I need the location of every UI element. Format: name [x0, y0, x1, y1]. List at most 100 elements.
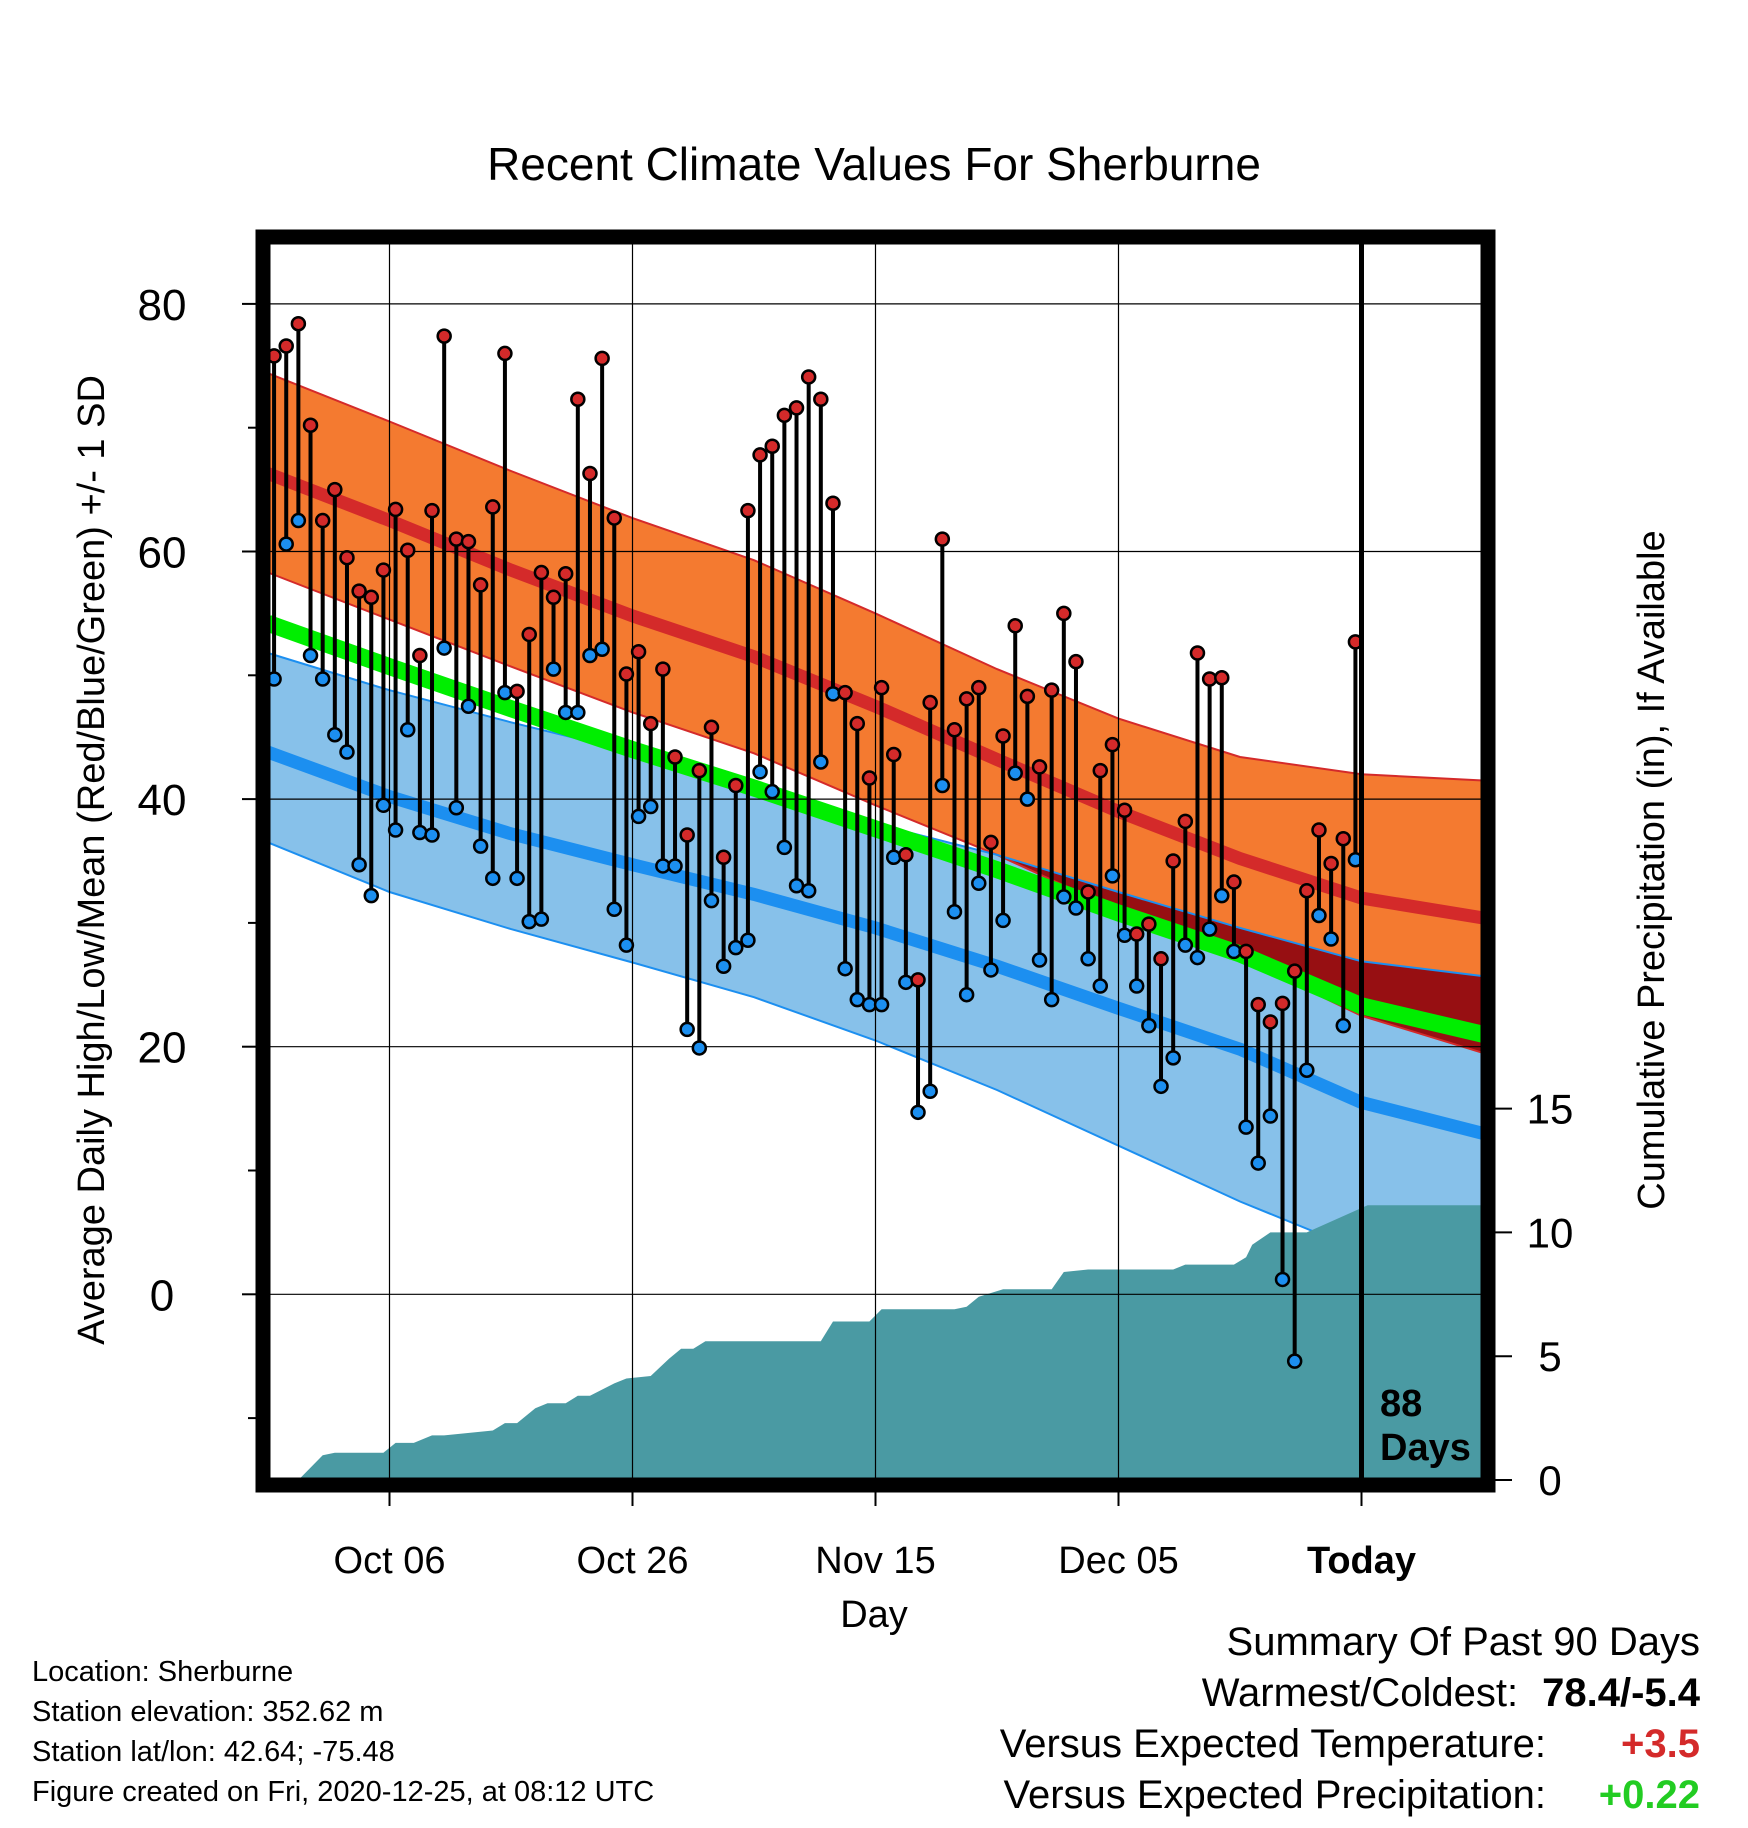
high-temp-point: [290, 315, 307, 332]
high-temp-point: [375, 562, 392, 578]
low-temp-point: [1201, 921, 1218, 937]
high-temp-point: [521, 626, 537, 643]
high-temp-point: [497, 345, 513, 362]
low-temp-point: [873, 996, 890, 1013]
high-temp-point: [339, 549, 355, 566]
right-tick-label: 5: [1538, 1333, 1561, 1380]
low-temp-point: [582, 647, 598, 664]
warmest-coldest-row: Warmest/Coldest: 78.4/-5.4: [1000, 1668, 1700, 1719]
high-temp-point: [995, 728, 1011, 744]
low-temp-point: [910, 1104, 926, 1121]
low-temp-point: [740, 932, 756, 948]
low-temp-point: [679, 1021, 695, 1038]
low-temp-point: [752, 764, 768, 780]
high-temp-point: [788, 400, 805, 416]
low-temp-point: [1043, 991, 1060, 1008]
high-temp-point: [533, 564, 550, 581]
low-temp-point: [837, 960, 853, 977]
low-temp-point: [667, 858, 683, 874]
low-temp-point: [618, 937, 635, 953]
days-count-label: 88: [1380, 1383, 1422, 1425]
high-temp-point: [606, 510, 623, 526]
low-temp-point: [995, 912, 1011, 929]
high-temp-point: [302, 417, 319, 433]
high-temp-point: [1311, 822, 1327, 838]
low-temp-point: [1250, 1155, 1266, 1171]
high-temp-point: [618, 666, 635, 682]
low-temp-point: [898, 974, 914, 991]
low-temp-point: [1323, 931, 1339, 947]
left-tick-label: 0: [150, 1271, 174, 1320]
high-temp-point: [971, 679, 987, 696]
x-axis-label: Day: [840, 1594, 908, 1636]
low-temp-point: [642, 798, 659, 815]
high-temp-point: [424, 502, 440, 519]
high-temp-point: [1274, 995, 1291, 1012]
high-temp-point: [825, 495, 841, 511]
high-temp-point: [327, 481, 343, 498]
low-temp-point: [1068, 900, 1084, 916]
high-temp-point: [1335, 830, 1352, 847]
high-temp-point: [1092, 762, 1109, 779]
high-temp-point: [557, 566, 574, 582]
high-temp-point: [715, 849, 732, 866]
high-temp-point: [399, 542, 416, 559]
low-temp-point: [545, 661, 562, 677]
low-temp-point: [594, 641, 610, 658]
low-temp-point: [436, 640, 452, 656]
high-temp-point: [813, 391, 829, 407]
low-temp-point: [715, 958, 732, 974]
grid-lines: [268, 242, 1483, 1480]
high-temp-point: [1214, 670, 1230, 686]
low-temp-point: [946, 904, 963, 920]
high-temp-point: [1128, 926, 1145, 942]
low-temp-point: [1092, 978, 1109, 994]
low-temp-point: [728, 939, 744, 956]
chart-title: Recent Climate Values For Sherburne: [487, 138, 1261, 190]
right-tick-label: 0: [1538, 1457, 1561, 1504]
left-axis-label: Average Daily High/Low/Mean (Red/Blue/Gr…: [71, 375, 113, 1345]
low-temp-point: [764, 783, 780, 800]
elevation-text: Station elevation: 352.62 m: [32, 1696, 384, 1728]
high-temp-point: [412, 647, 428, 664]
high-temp-point: [1323, 855, 1339, 872]
high-temp-point: [1080, 884, 1096, 900]
right-axis-label: Cumulative Precipitation (in), If Availa…: [1631, 530, 1673, 1209]
high-temp-point: [849, 715, 866, 732]
precipitation-anomaly-value: +0.22: [1598, 1773, 1700, 1817]
low-temp-point: [1299, 1062, 1315, 1078]
low-temp-point: [813, 754, 829, 770]
high-temp-point: [509, 683, 525, 700]
high-temp-point: [740, 502, 756, 519]
low-temp-point: [1335, 1017, 1352, 1034]
today-marker: 88 Days: [1359, 242, 1471, 1480]
low-temp-point: [1165, 1050, 1181, 1066]
low-temp-point: [412, 824, 428, 841]
high-temp-point: [946, 722, 963, 738]
temperature-anomaly-label: Versus Expected Temperature:: [999, 1722, 1546, 1766]
low-temp-point: [339, 744, 355, 760]
high-temp-point: [679, 827, 695, 843]
left-tick-label: 60: [138, 529, 187, 578]
high-temp-point: [387, 501, 404, 518]
high-temp-point: [594, 350, 610, 367]
x-tick-label: Oct 06: [334, 1540, 446, 1582]
low-temp-point: [302, 647, 319, 664]
high-temp-point: [1116, 802, 1133, 818]
low-temp-point: [1238, 1119, 1254, 1135]
low-temp-point: [509, 870, 525, 887]
high-temp-point: [1019, 688, 1036, 705]
high-temp-point: [1043, 682, 1060, 698]
location-text: Location: Sherburne: [32, 1656, 294, 1688]
high-temp-point: [837, 684, 853, 701]
high-temp-point: [1056, 605, 1072, 622]
plot-frame: [255, 229, 1496, 1493]
precipitation-anomaly-row: Versus Expected Precipitation: +0.22: [1000, 1770, 1700, 1821]
high-temp-point: [958, 691, 975, 707]
temperature-anomaly-value: +3.5: [1621, 1722, 1700, 1766]
low-temp-point: [399, 722, 416, 738]
high-temp-point: [1286, 963, 1303, 979]
low-temp-point: [1214, 887, 1230, 904]
low-temp-point: [800, 882, 817, 899]
right-tick-label: 15: [1527, 1086, 1574, 1133]
